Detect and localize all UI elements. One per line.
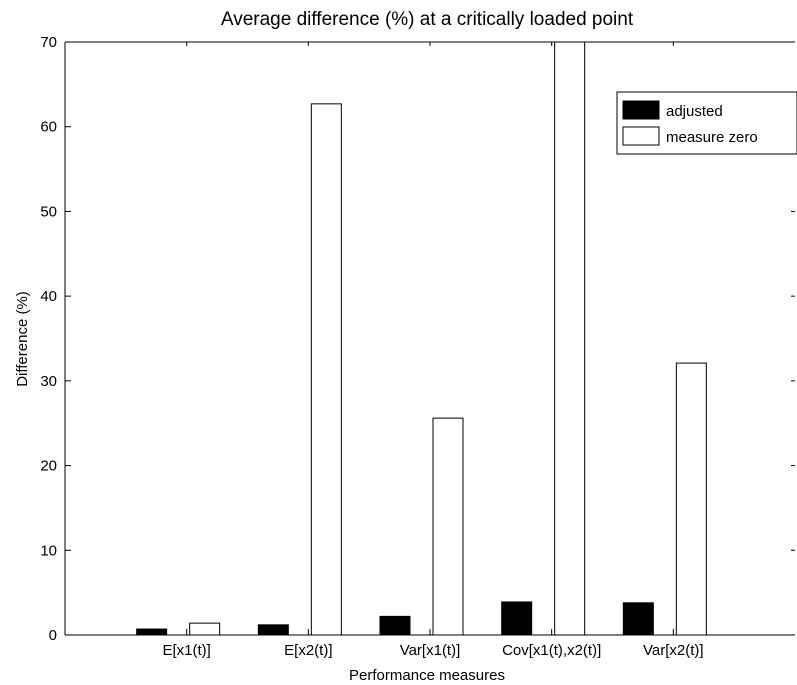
y-tick-label-5: 50 [40, 203, 57, 220]
x-axis-label: Performance measures [349, 667, 505, 684]
y-tick-label-3: 30 [40, 373, 57, 390]
x-tick-label-0: E[x1(t)] [162, 642, 210, 659]
y-tick-label-6: 60 [40, 119, 57, 136]
x-tick-label-4: Var[x2(t)] [643, 642, 704, 659]
x-tick-label-1: E[x2(t)] [284, 642, 332, 659]
y-tick-label-1: 10 [40, 542, 57, 559]
bar-adjusted-0 [136, 628, 168, 636]
legend-swatch-measure-zero [622, 126, 660, 146]
bar-adjusted-2 [379, 615, 411, 636]
plot-area: 0 10 20 30 40 50 60 70 E[x1(t)] E[x2(t)] Var[x1(t)… [40, 34, 795, 659]
y-tick-label-2: 20 [40, 458, 57, 475]
x-tick-label-2: Var[x1(t)] [400, 642, 461, 659]
bar-measure-zero-2 [432, 417, 464, 636]
bar-measure-zero-0 [189, 622, 221, 636]
y-tick-label-4: 40 [40, 288, 57, 305]
bar-measure-zero-4 [675, 362, 707, 636]
y-tick-label-7: 70 [40, 34, 57, 51]
legend-label-measure-zero: measure zero [666, 129, 758, 146]
legend-label-adjusted: adjusted [666, 103, 723, 120]
bar-adjusted-3 [501, 601, 533, 636]
bar-measure-zero-3 [554, 41, 586, 636]
y-axis-label: Difference (%) [14, 291, 31, 387]
legend: adjusted measure zero [616, 91, 797, 155]
bar-measure-zero-1 [310, 103, 342, 636]
chart-title: Average difference (%) at a critically l… [221, 9, 634, 30]
x-tick-label-3: Cov[x1(t),x2(t)] [502, 642, 601, 659]
y-tick-label-0: 0 [49, 627, 57, 644]
legend-swatch-adjusted [622, 100, 660, 120]
bar-adjusted-4 [622, 602, 654, 636]
bar-adjusted-1 [257, 624, 289, 636]
